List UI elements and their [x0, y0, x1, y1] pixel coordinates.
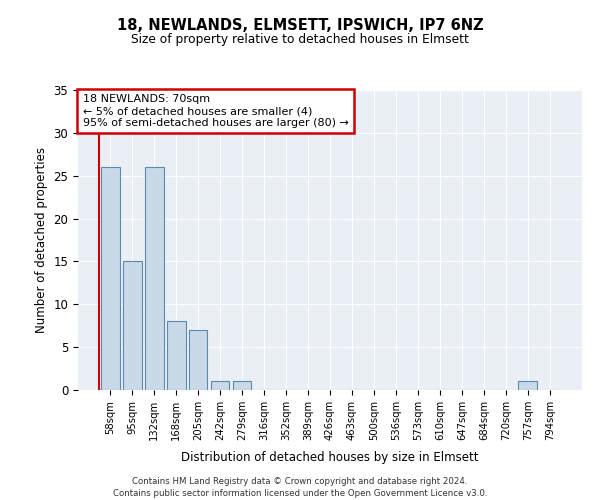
Y-axis label: Number of detached properties: Number of detached properties [35, 147, 48, 333]
Bar [233, 382, 251, 390]
Text: Size of property relative to detached houses in Elmsett: Size of property relative to detached ho… [131, 32, 469, 46]
Bar [189, 330, 208, 390]
Text: 18, NEWLANDS, ELMSETT, IPSWICH, IP7 6NZ: 18, NEWLANDS, ELMSETT, IPSWICH, IP7 6NZ [116, 18, 484, 32]
Text: Contains HM Land Registry data © Crown copyright and database right 2024.: Contains HM Land Registry data © Crown c… [132, 478, 468, 486]
Bar [123, 262, 142, 390]
Bar [211, 382, 229, 390]
Bar [167, 322, 185, 390]
Bar [518, 382, 537, 390]
Text: 18 NEWLANDS: 70sqm
← 5% of detached houses are smaller (4)
95% of semi-detached : 18 NEWLANDS: 70sqm ← 5% of detached hous… [83, 94, 349, 128]
Bar [101, 167, 119, 390]
X-axis label: Distribution of detached houses by size in Elmsett: Distribution of detached houses by size … [181, 451, 479, 464]
Text: Contains public sector information licensed under the Open Government Licence v3: Contains public sector information licen… [113, 489, 487, 498]
Bar [145, 167, 164, 390]
